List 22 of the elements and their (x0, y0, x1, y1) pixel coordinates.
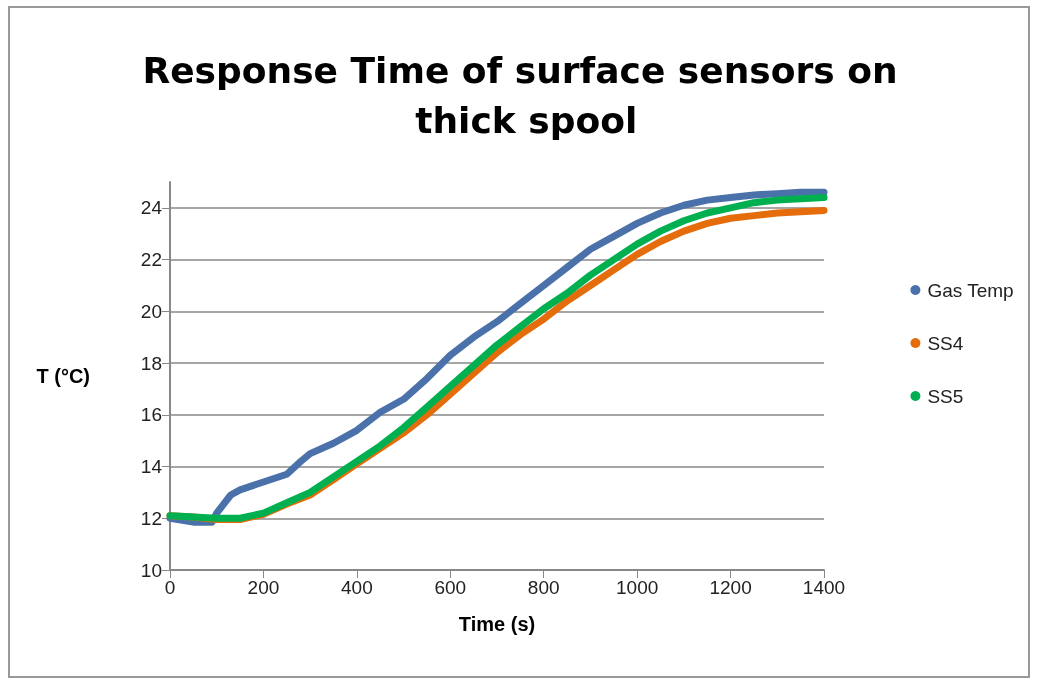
chart-title: Response Time of surface sensors on thick spool (142, 49, 898, 141)
x-tick-label: 400 (341, 577, 373, 598)
x-tick-label: 1000 (616, 577, 659, 598)
legend-label: Gas Temp (927, 279, 1014, 301)
x-axis-title: Time (s) (458, 613, 536, 635)
y-tick-label: 22 (140, 249, 162, 271)
y-tick-label: 14 (140, 456, 163, 478)
legend-label: SS5 (927, 385, 964, 407)
y-tick-label: 16 (140, 404, 162, 426)
x-tick-label: 800 (527, 577, 560, 598)
y-tick-label: 20 (140, 300, 162, 322)
y-tick-label: 10 (140, 559, 162, 581)
y-tick-label: 12 (140, 507, 162, 529)
y-axis-title: T (°C) (36, 365, 90, 387)
x-tick-label: 0 (164, 577, 176, 598)
x-tick-label: 600 (434, 577, 467, 598)
x-tick-label: 200 (247, 577, 280, 598)
y-tick-label: 18 (140, 352, 162, 374)
x-tick-label: 1200 (709, 577, 752, 598)
legend-label: SS4 (927, 332, 964, 354)
x-tick-label: 1400 (802, 577, 846, 598)
y-tick-label: 24 (140, 197, 163, 219)
